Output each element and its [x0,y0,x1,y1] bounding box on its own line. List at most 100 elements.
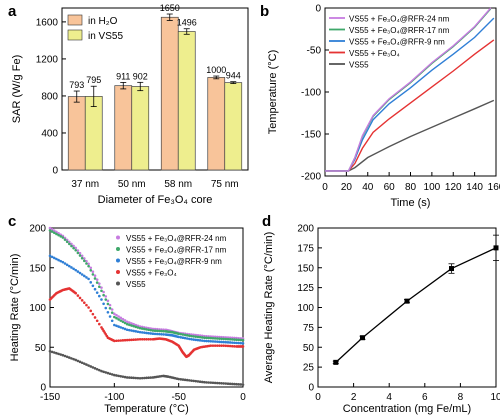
data-point [128,338,131,342]
data-point [228,338,232,341]
data-point [160,332,163,336]
data-point [100,286,103,289]
data-point [106,302,110,306]
data-point [147,338,150,341]
legend-swatch [67,29,83,41]
x-tick-label: 80 [405,182,417,193]
data-point [230,338,234,341]
x-tick-label: 58 nm [164,179,192,190]
data-point [224,340,228,344]
data-point [213,340,217,343]
data-point [63,238,67,241]
data-point [177,335,180,339]
data-point [145,376,148,380]
data-point [222,337,225,341]
data-point [239,341,243,345]
x-axis-label: Concentration (mg Fe/mL) [343,403,471,415]
data-point [100,369,103,373]
data-point [235,338,238,341]
data-point [50,228,54,231]
data-point [110,308,114,311]
data-point [68,242,71,246]
y-tick-label: 0 [308,383,314,394]
data-point [181,333,185,336]
data-point [222,340,225,344]
data-point [63,262,67,265]
x-tick-label: 60 [384,182,396,193]
data-point [83,257,86,260]
data-point [123,327,127,331]
legend-label: VS55 + Fe₃O₄ [126,269,177,278]
data-point [78,251,82,255]
data-point [74,358,78,362]
data-point [198,380,202,384]
data-point [87,277,90,281]
data-point [80,361,84,365]
data-point [95,367,99,371]
x-axis-label: Diameter of Fe₃O₄ core [98,194,213,206]
legend-label: in VS55 [88,31,123,42]
data-point [113,339,116,343]
data-point [70,242,73,246]
y-tick-label: -50 [307,46,322,57]
data-point [220,344,223,347]
data-point [57,352,60,356]
data-point [93,316,97,319]
plot-frame [317,227,497,388]
data-point [233,382,236,386]
data-point [59,259,63,263]
data-point [55,230,58,234]
data-point [209,344,213,347]
bar [160,16,179,171]
data-point [87,262,90,266]
data-point [52,351,56,354]
data-point [151,329,155,332]
data-point [194,335,198,338]
data-point [147,376,150,380]
data-point [125,328,129,332]
data-point [237,338,241,342]
data-point [91,284,95,288]
data-point [211,381,215,385]
data-point [220,340,223,344]
data-point [89,268,93,272]
data-point [78,360,82,364]
data-label: 1650 [160,3,180,13]
data-point [196,338,200,342]
data-point [125,320,129,324]
data-point [57,232,60,235]
data-point [241,383,245,386]
bar [207,77,226,171]
data-point [205,381,208,384]
data-point [190,334,193,338]
data-point [140,331,144,334]
data-point [143,338,146,341]
data-point [121,317,125,321]
data-point [95,291,99,294]
data-point [213,381,217,385]
data-point [63,354,67,358]
data-point [72,246,75,250]
data-point [209,381,213,384]
data-point [52,231,56,235]
data-point [230,344,234,348]
data-point [61,236,65,239]
data-point [143,376,146,380]
data-point [132,329,135,333]
y-tick-label: 175 [297,243,314,254]
legend-label: in H₂O [88,16,118,27]
legend-label: VS55 + Fe₃O₄@RFR-17 nm [126,246,227,255]
data-point [123,321,127,325]
data-point [215,340,219,343]
data-point [100,298,103,301]
data-point [132,322,135,326]
y-tick-label: 100 [297,303,314,314]
data-point [76,359,80,363]
x-tick-label: 40 [362,182,374,193]
data-point [52,256,56,260]
data-point [224,344,228,348]
data-point [72,244,75,248]
data-point [194,379,198,383]
data-label: 793 [69,80,84,90]
